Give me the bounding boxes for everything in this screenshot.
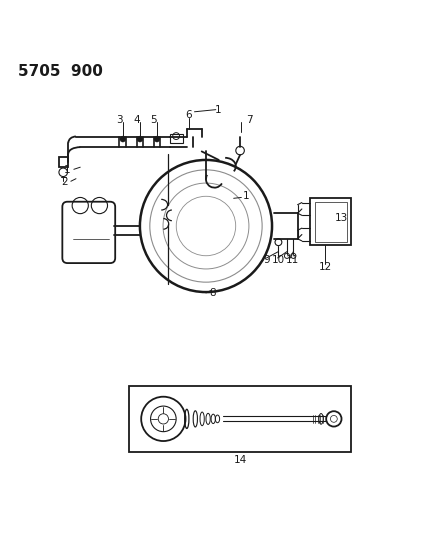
Text: 14: 14 [233,455,247,465]
Text: 10: 10 [272,255,285,265]
Text: 9: 9 [263,255,270,265]
Text: 12: 12 [319,262,332,271]
Text: 1: 1 [243,191,250,201]
Text: 6: 6 [186,110,192,120]
Text: 5: 5 [151,115,157,125]
Text: 7: 7 [247,115,253,125]
Text: 8: 8 [209,288,216,298]
Circle shape [137,136,143,142]
Text: 3: 3 [117,115,123,125]
Text: 1: 1 [214,104,221,115]
Text: 13: 13 [335,213,348,223]
Bar [59,157,68,167]
Text: 1: 1 [64,165,71,175]
Circle shape [154,136,160,142]
Circle shape [120,136,126,142]
Bar [129,386,351,452]
Bar [314,201,347,242]
Bar [311,198,351,245]
Text: 4: 4 [133,115,140,125]
Text: 5705  900: 5705 900 [18,64,103,79]
Text: 2: 2 [61,177,68,187]
Text: 11: 11 [285,255,299,265]
Bar [170,134,182,143]
